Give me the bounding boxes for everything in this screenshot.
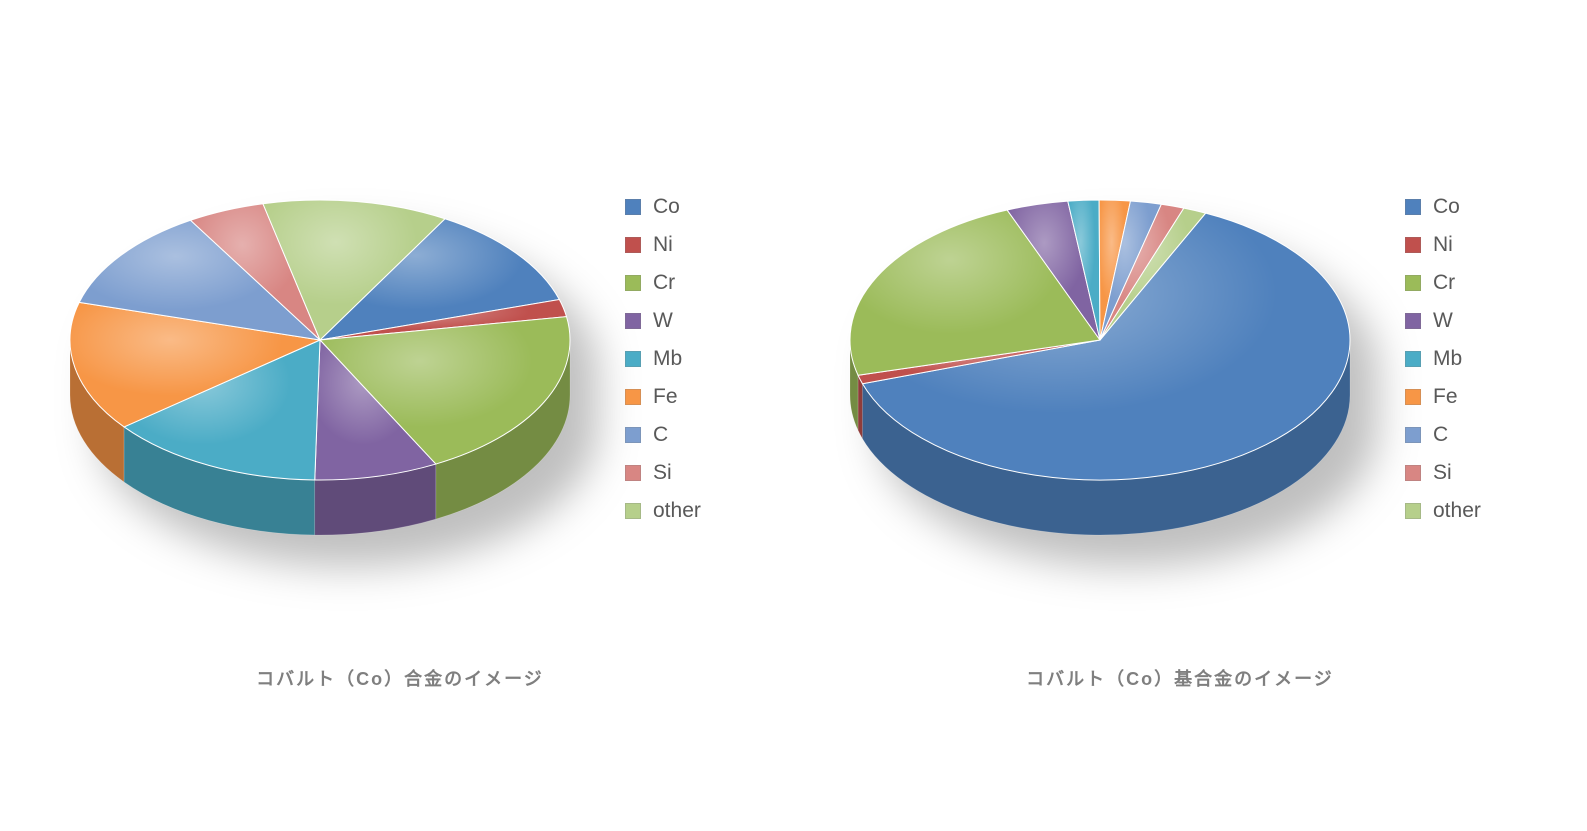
- legend-swatch: [1405, 351, 1421, 367]
- left-panel: Co Ni Cr W Mb Fe C Si other コバルト（Co）合金のイメージ: [20, 40, 780, 740]
- legend-swatch: [625, 503, 641, 519]
- legend-swatch: [1405, 237, 1421, 253]
- legend-item: other: [625, 499, 701, 523]
- left-pie-chart: [40, 100, 600, 580]
- legend-item: Fe: [625, 385, 701, 409]
- legend-item: Cr: [625, 271, 701, 295]
- legend-label: Co: [653, 195, 680, 219]
- legend-swatch: [1405, 465, 1421, 481]
- legend-swatch: [625, 199, 641, 215]
- legend-label: C: [653, 423, 668, 447]
- legend-swatch: [1405, 313, 1421, 329]
- legend-label: Co: [1433, 195, 1460, 219]
- legend-swatch: [625, 237, 641, 253]
- legend-label: C: [1433, 423, 1448, 447]
- legend-swatch: [625, 275, 641, 291]
- legend-swatch: [625, 465, 641, 481]
- legend-label: Mb: [1433, 347, 1462, 371]
- legend-label: Cr: [653, 271, 675, 295]
- legend-item: C: [1405, 423, 1481, 447]
- right-panel: Co Ni Cr W Mb Fe C Si other コバルト（Co）基合金のイメージ: [800, 40, 1560, 740]
- legend-swatch: [1405, 503, 1421, 519]
- legend-label: Fe: [653, 385, 678, 409]
- legend-label: Cr: [1433, 271, 1455, 295]
- legend-label: Ni: [1433, 233, 1453, 257]
- legend-label: other: [1433, 499, 1481, 523]
- legend-swatch: [625, 313, 641, 329]
- right-pie-chart: [820, 100, 1380, 580]
- legend-item: C: [625, 423, 701, 447]
- legend-item: W: [625, 309, 701, 333]
- legend-item: Co: [625, 195, 701, 219]
- legend-swatch: [1405, 427, 1421, 443]
- legend-label: W: [653, 309, 673, 333]
- legend-item: W: [1405, 309, 1481, 333]
- legend-item: Ni: [625, 233, 701, 257]
- legend-label: Si: [1433, 461, 1452, 485]
- legend-swatch: [1405, 275, 1421, 291]
- legend-item: Mb: [1405, 347, 1481, 371]
- right-pie-svg: [820, 100, 1380, 580]
- right-legend: Co Ni Cr W Mb Fe C Si other: [1405, 195, 1481, 523]
- legend-item: Co: [1405, 195, 1481, 219]
- legend-item: Cr: [1405, 271, 1481, 295]
- legend-item: Si: [625, 461, 701, 485]
- legend-item: Fe: [1405, 385, 1481, 409]
- legend-item: Ni: [1405, 233, 1481, 257]
- legend-swatch: [625, 389, 641, 405]
- legend-swatch: [1405, 389, 1421, 405]
- legend-label: other: [653, 499, 701, 523]
- legend-swatch: [625, 351, 641, 367]
- left-pie-svg: [40, 100, 600, 580]
- legend-swatch: [625, 427, 641, 443]
- pie-slice-side: [858, 375, 862, 438]
- legend-label: Ni: [653, 233, 673, 257]
- legend-label: Mb: [653, 347, 682, 371]
- legend-item: Mb: [625, 347, 701, 371]
- legend-label: Si: [653, 461, 672, 485]
- right-caption: コバルト（Co）基合金のイメージ: [800, 665, 1560, 691]
- legend-item: other: [1405, 499, 1481, 523]
- legend-label: Fe: [1433, 385, 1458, 409]
- legend-item: Si: [1405, 461, 1481, 485]
- left-legend: Co Ni Cr W Mb Fe C Si other: [625, 195, 701, 523]
- legend-label: W: [1433, 309, 1453, 333]
- left-caption: コバルト（Co）合金のイメージ: [20, 665, 780, 691]
- legend-swatch: [1405, 199, 1421, 215]
